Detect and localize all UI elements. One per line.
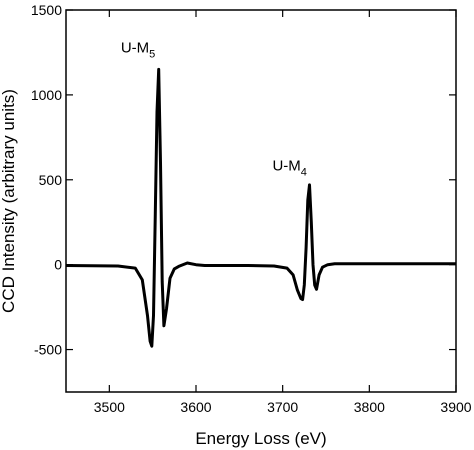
- x-tick-label: 3800: [354, 399, 385, 415]
- y-tick-label: -500: [34, 342, 62, 358]
- y-tick-label: 500: [39, 172, 63, 188]
- x-axis-label: Energy Loss (eV): [195, 429, 326, 448]
- x-tick-label: 3600: [180, 399, 211, 415]
- y-tick-label: 0: [54, 257, 62, 273]
- plot-frame: [65, 9, 457, 393]
- series-line: [65, 67, 456, 348]
- peak-label: U-M4: [272, 157, 306, 178]
- axis-ticks: [66, 9, 457, 392]
- x-tick-label: 3500: [94, 399, 125, 415]
- peak-label: U-M5: [121, 39, 155, 60]
- x-tick-label: 3900: [440, 399, 471, 415]
- axis-tick-labels: 3500 3600 3700 3800 3900 -500 0 500 1000 1500: [31, 2, 472, 415]
- peak-annotations: U-M5 U-M4: [121, 39, 307, 178]
- y-tick-label: 1000: [31, 87, 62, 103]
- y-axis-label: CCD Intensity (arbitrary units): [0, 89, 18, 313]
- x-tick-label: 3700: [267, 399, 298, 415]
- y-tick-label: 1500: [31, 2, 62, 18]
